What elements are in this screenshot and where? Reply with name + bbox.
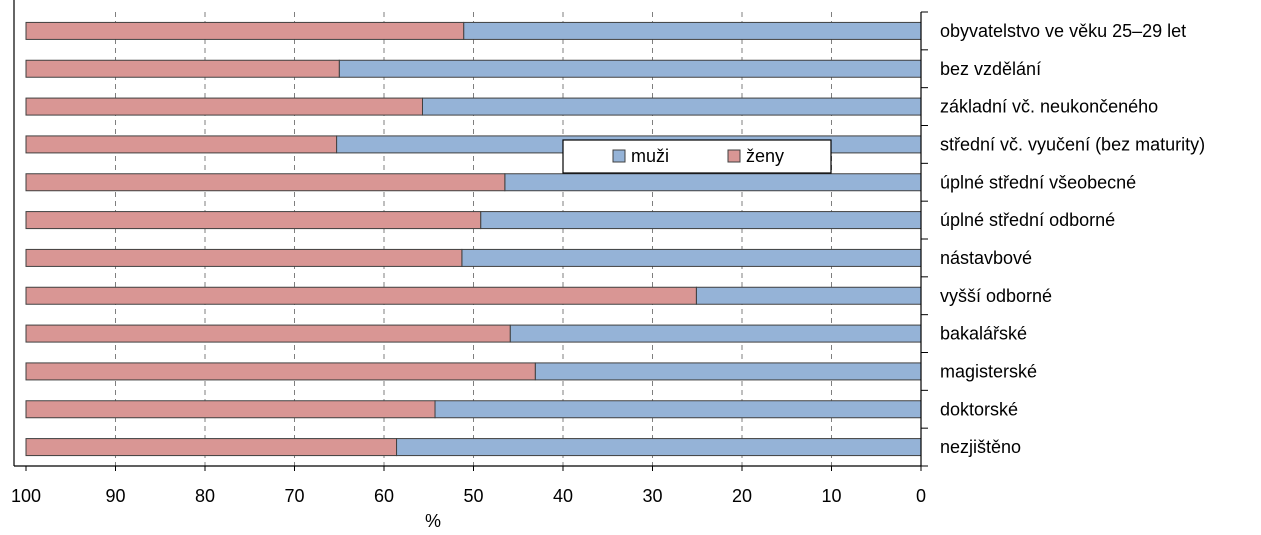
category-label: bakalářské — [940, 324, 1027, 344]
bar-muzi — [463, 21, 922, 40]
category-label: úplné střední všeobecné — [940, 172, 1136, 192]
x-axis-title: % — [425, 511, 441, 530]
category-label: magisterské — [940, 361, 1037, 381]
category-label: vyšší odborné — [940, 286, 1052, 306]
bar-muzi — [509, 324, 922, 343]
axis-layer — [13, 0, 928, 471]
x-tick-label: 20 — [732, 486, 752, 506]
x-tick-label: 80 — [195, 486, 215, 506]
bar-muzi — [504, 173, 922, 192]
legend-label-zeny: ženy — [746, 146, 784, 166]
x-tick-label: 70 — [284, 486, 304, 506]
category-label: bez vzdělání — [940, 59, 1041, 79]
category-label: doktorské — [940, 399, 1018, 419]
x-tick-label: 50 — [463, 486, 483, 506]
bar-muzi — [461, 248, 922, 267]
category-label: úplné střední odborné — [940, 210, 1115, 230]
legend-swatch-muzi — [612, 149, 626, 163]
category-label: obyvatelstvo ve věku 25–29 let — [940, 21, 1186, 41]
category-label: nástavbové — [940, 248, 1032, 268]
legend-label-muzi: muži — [631, 146, 669, 166]
legend-box — [562, 139, 832, 174]
category-label: střední vč. vyučení (bez maturity) — [940, 134, 1205, 154]
x-tick-label: 100 — [11, 486, 41, 506]
bar-zeny — [25, 324, 511, 343]
bar-zeny — [25, 438, 398, 457]
bar-muzi — [480, 211, 922, 230]
category-label: základní vč. neukončeného — [940, 97, 1158, 117]
bar-zeny — [25, 173, 506, 192]
bar-zeny — [25, 362, 536, 381]
x-tick-label: 30 — [642, 486, 662, 506]
bar-zeny — [25, 21, 465, 40]
bar-muzi — [695, 286, 922, 305]
bar-muzi — [338, 59, 922, 78]
bar-zeny — [25, 97, 423, 116]
legend: muži ženy — [562, 139, 832, 174]
x-tick-label: 90 — [105, 486, 125, 506]
bar-muzi — [396, 438, 922, 457]
x-tick-label: 60 — [374, 486, 394, 506]
bar-zeny — [25, 400, 436, 419]
grid-layer — [115, 12, 832, 466]
labels-layer: obyvatelstvo ve věku 25–29 let bez vzdělá… — [11, 21, 1205, 506]
bar-zeny — [25, 135, 338, 154]
bar-zeny — [25, 211, 482, 230]
bar-muzi — [421, 97, 922, 116]
x-tick-label: 40 — [553, 486, 573, 506]
bar-zeny — [25, 286, 697, 305]
bar-muzi — [434, 400, 922, 419]
legend-swatch-zeny — [727, 149, 741, 163]
bar-zeny — [25, 59, 340, 78]
x-tick-label: 10 — [821, 486, 841, 506]
bar-muzi — [534, 362, 922, 381]
bar-zeny — [25, 248, 463, 267]
category-label: nezjištěno — [940, 437, 1021, 457]
bars-layer — [25, 21, 922, 457]
x-tick-label: 0 — [916, 486, 926, 506]
